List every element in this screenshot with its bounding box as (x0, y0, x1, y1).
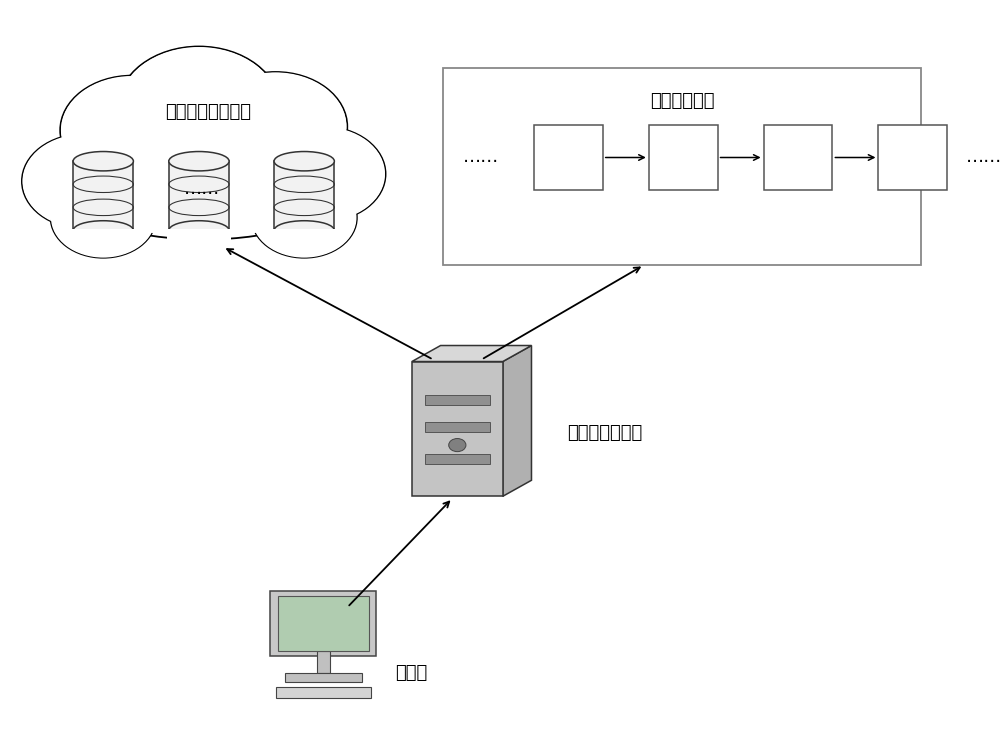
Text: ……: …… (184, 180, 220, 197)
Circle shape (60, 76, 204, 185)
Circle shape (204, 72, 347, 181)
Ellipse shape (70, 145, 338, 239)
Circle shape (253, 178, 356, 257)
Bar (272, 229, 336, 241)
Circle shape (261, 126, 386, 222)
Circle shape (62, 77, 202, 184)
Bar (764, 125, 832, 190)
Polygon shape (412, 346, 531, 362)
Circle shape (449, 438, 466, 451)
Text: 分布式存储数据库: 分布式存储数据库 (166, 103, 252, 121)
Ellipse shape (169, 221, 229, 240)
Text: ……: …… (463, 148, 499, 167)
Text: 客户端: 客户端 (395, 664, 427, 682)
Bar (278, 597, 369, 651)
Ellipse shape (169, 151, 229, 171)
Ellipse shape (73, 221, 133, 240)
Bar (317, 651, 330, 673)
Bar (285, 673, 362, 683)
Ellipse shape (274, 221, 334, 240)
Bar (270, 592, 376, 656)
Ellipse shape (75, 148, 333, 236)
Ellipse shape (73, 151, 133, 171)
Circle shape (23, 135, 145, 228)
Bar (412, 362, 503, 496)
Bar (425, 395, 490, 405)
Bar (276, 687, 371, 699)
Circle shape (51, 178, 156, 258)
Polygon shape (503, 346, 531, 496)
Bar (878, 125, 947, 190)
Circle shape (22, 134, 146, 228)
Bar (443, 68, 921, 265)
Circle shape (205, 73, 346, 180)
Bar (425, 422, 490, 432)
Bar (425, 454, 490, 465)
Text: ……: …… (966, 148, 1000, 167)
Circle shape (52, 178, 155, 257)
Bar (274, 161, 334, 230)
Circle shape (252, 178, 357, 258)
Bar (167, 229, 231, 241)
Bar (73, 161, 133, 230)
Bar (169, 161, 229, 230)
Ellipse shape (274, 151, 334, 171)
Text: 区块链数据库: 区块链数据库 (650, 92, 714, 110)
Bar (649, 125, 718, 190)
Bar (534, 125, 603, 190)
Bar (71, 229, 135, 241)
Circle shape (118, 46, 280, 170)
Circle shape (119, 48, 279, 169)
Text: 数据处理服务器: 数据处理服务器 (567, 424, 643, 442)
Circle shape (262, 128, 384, 220)
